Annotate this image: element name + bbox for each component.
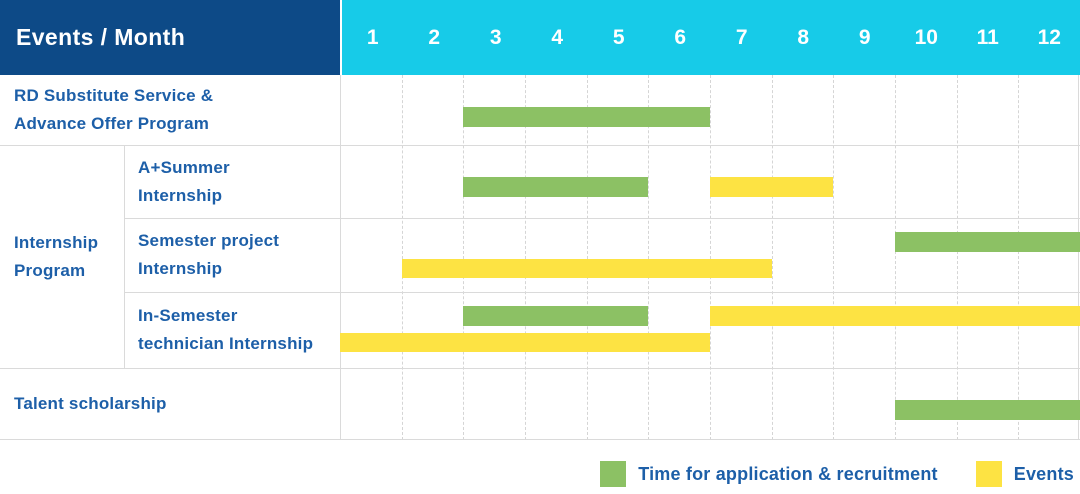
group-column-divider bbox=[124, 145, 125, 368]
legend-swatch-application-icon bbox=[600, 461, 627, 487]
month-header-row: 1 2 3 4 5 6 7 8 9 10 11 12 bbox=[342, 0, 1080, 75]
month-gridline bbox=[463, 75, 465, 440]
table-right-border bbox=[1078, 75, 1079, 440]
legend-swatch-events-icon bbox=[975, 461, 1002, 487]
row-label-semester-project-internship: Semester project Internship bbox=[124, 218, 340, 292]
month-header-2: 2 bbox=[428, 25, 441, 49]
label-grid-divider bbox=[340, 75, 341, 440]
month-gridline bbox=[710, 75, 711, 440]
row-divider bbox=[0, 368, 1080, 369]
group-label-line: Internship bbox=[14, 232, 99, 252]
month-header-12: 12 bbox=[1037, 25, 1061, 49]
legend-label-application: Time for application & recruitment bbox=[638, 463, 938, 484]
month-header-7: 7 bbox=[735, 25, 748, 49]
month-gridline bbox=[401, 75, 403, 440]
row-divider bbox=[0, 145, 1080, 146]
month-gridline bbox=[525, 75, 526, 440]
row-divider bbox=[124, 218, 1080, 219]
month-header-9: 9 bbox=[858, 25, 871, 49]
bar-a-plus-summer-internship-application-m3-m5 bbox=[463, 177, 649, 197]
month-gridline bbox=[771, 75, 773, 440]
month-gridline bbox=[833, 75, 835, 440]
month-header-4: 4 bbox=[551, 25, 564, 49]
month-header-8: 8 bbox=[797, 25, 810, 49]
row-label-line: Internship bbox=[138, 259, 223, 278]
row-divider bbox=[0, 439, 1080, 440]
group-label-internship-program: Internship Program bbox=[0, 145, 124, 368]
row-label-in-semester-technician-internship: In-Semester technician Internship bbox=[124, 292, 340, 368]
row-label-line: Advance Offer Program bbox=[14, 114, 210, 133]
row-label-line: Talent scholarship bbox=[14, 394, 167, 413]
row-label-line: Internship bbox=[138, 185, 223, 205]
bar-a-plus-summer-internship-event-m7-m8 bbox=[710, 177, 834, 197]
row-label-line: RD Substitute Service & bbox=[14, 86, 214, 105]
row-label-line: A+Summer bbox=[138, 157, 230, 177]
row-label-line: Semester project bbox=[138, 231, 280, 250]
legend-label-events: Events bbox=[1013, 463, 1074, 484]
month-header-3: 3 bbox=[489, 25, 502, 49]
month-gridline bbox=[648, 75, 650, 440]
row-label-line: technician Internship bbox=[138, 334, 314, 353]
bar-in-semester-technician-internship-event-m7-m12 bbox=[710, 306, 1080, 326]
bar-talent-scholarship-application-m10-m12 bbox=[895, 400, 1080, 420]
month-header-11: 11 bbox=[976, 25, 999, 49]
month-gridline bbox=[956, 75, 958, 440]
month-header-5: 5 bbox=[612, 25, 625, 49]
row-label-rd-substitute-service: RD Substitute Service & Advance Offer Pro… bbox=[0, 75, 340, 145]
bar-in-semester-technician-internship-event-m1-m6 bbox=[340, 333, 710, 352]
month-header-10: 10 bbox=[914, 25, 938, 49]
month-gridline bbox=[586, 75, 588, 440]
group-label-line: Program bbox=[14, 260, 86, 280]
month-gridline bbox=[1018, 75, 1020, 440]
row-label-a-plus-summer-internship: A+Summer Internship bbox=[124, 145, 340, 218]
bar-rd-substitute-service-application-m3-m6 bbox=[463, 107, 710, 127]
bar-semester-project-internship-application-m10-m12 bbox=[895, 232, 1080, 252]
row-label-talent-scholarship: Talent scholarship bbox=[0, 368, 340, 440]
month-header-1: 1 bbox=[366, 25, 379, 49]
bar-in-semester-technician-internship-application-m3-m5 bbox=[463, 306, 649, 326]
table-header-title: Events / Month bbox=[0, 0, 340, 75]
month-gridline bbox=[895, 75, 896, 440]
row-label-line: In-Semester bbox=[138, 306, 238, 325]
legend: Time for application & recruitment Event… bbox=[600, 452, 1074, 494]
month-header-6: 6 bbox=[674, 25, 687, 49]
row-divider bbox=[124, 292, 1080, 293]
bar-semester-project-internship-event-m2-m7 bbox=[401, 259, 772, 278]
